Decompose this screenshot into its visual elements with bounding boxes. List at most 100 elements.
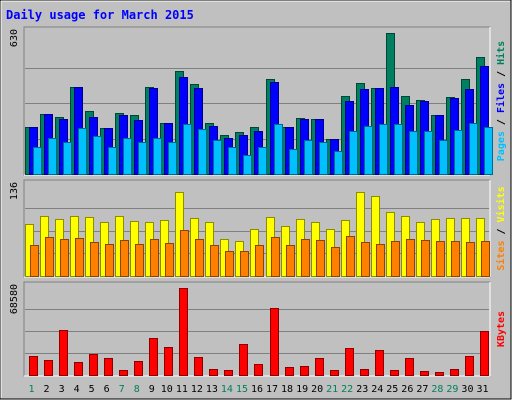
x-tick-label: 23: [356, 384, 368, 395]
bar: [289, 149, 298, 175]
bar: [409, 131, 418, 175]
x-tick-label: 2: [44, 384, 50, 395]
bar: [484, 127, 493, 175]
bar: [424, 131, 433, 175]
bar: [375, 350, 384, 376]
x-tick-label: 18: [281, 384, 293, 395]
x-tick-label: 15: [236, 384, 248, 395]
series-sites: [30, 230, 490, 277]
x-tick-label: 11: [176, 384, 188, 395]
bar: [45, 237, 54, 277]
bar: [89, 354, 98, 376]
bar: [240, 251, 249, 277]
x-tick-label: 12: [191, 384, 203, 395]
bar: [405, 358, 414, 376]
bar: [44, 360, 53, 376]
bar: [436, 241, 445, 277]
bar: [349, 131, 358, 175]
bar: [319, 142, 328, 175]
bar: [149, 338, 158, 376]
bar: [421, 240, 430, 277]
bar: [74, 362, 83, 376]
x-tick-label: 7: [119, 384, 125, 395]
bar: [243, 155, 252, 175]
bar: [135, 244, 144, 277]
x-tick-label: 10: [161, 384, 173, 395]
x-tick-label: 27: [416, 384, 428, 395]
bar: [48, 138, 57, 175]
bar: [301, 239, 310, 277]
bar: [63, 142, 72, 175]
bar: [360, 369, 369, 376]
series-visits: [25, 192, 485, 277]
bar: [179, 288, 188, 376]
x-tick-label: 13: [206, 384, 218, 395]
bar: [286, 245, 295, 277]
legend-separator: /: [496, 222, 507, 240]
bar: [466, 242, 475, 277]
bar: [316, 240, 325, 277]
x-tick-label: 31: [476, 384, 488, 395]
legend-item: Sites: [495, 241, 507, 271]
bar: [195, 239, 204, 277]
bar: [406, 239, 415, 277]
bar: [379, 124, 388, 175]
legend-item: Files: [495, 83, 507, 113]
x-tick-label: 16: [251, 384, 263, 395]
x-tick-label: 24: [371, 384, 383, 395]
bar: [165, 243, 174, 277]
legend-item: Hits: [495, 41, 507, 65]
bar: [481, 241, 490, 277]
bar: [304, 140, 313, 175]
bar: [60, 239, 69, 277]
legend-item: Pages: [496, 131, 507, 161]
bar: [394, 124, 403, 175]
x-tick-label: 9: [149, 384, 155, 395]
bar: [391, 241, 400, 277]
bar: [255, 245, 264, 277]
bar: [364, 126, 373, 175]
legend-hits-files-pages: Pages / Files / Hits: [495, 41, 507, 161]
bar: [29, 356, 38, 376]
bar: [153, 138, 162, 175]
bar: [300, 366, 309, 376]
bar: [93, 136, 102, 175]
x-tick-label: 4: [74, 384, 80, 395]
chart-title: Daily usage for March 2015: [6, 8, 194, 22]
bar: [469, 123, 478, 175]
x-tick-label: 1: [29, 384, 35, 395]
bar: [210, 245, 219, 277]
x-tick-label: 21: [326, 384, 338, 395]
bar: [138, 142, 147, 175]
bar: [228, 147, 237, 175]
bar: [334, 151, 343, 175]
y-top-label: 630: [9, 29, 20, 47]
bar: [274, 124, 283, 175]
bar: [258, 147, 267, 175]
bar: [224, 370, 233, 376]
bar: [454, 130, 463, 175]
legend-separator: /: [496, 113, 507, 131]
x-tick-label: 22: [341, 384, 353, 395]
bar: [435, 372, 444, 376]
panel-visits-sites: 136 Sites / Visits: [9, 179, 507, 278]
series-kbytes: [29, 288, 489, 376]
bar: [330, 370, 339, 376]
panel-kbytes: 68580 KBytes: [9, 281, 507, 377]
panel-hits-files-pages: 630 Pages / Files / Hits: [9, 26, 507, 176]
legend-separator: /: [496, 65, 507, 83]
bar: [254, 364, 263, 376]
bar: [33, 147, 42, 175]
bar: [75, 238, 84, 277]
bar: [150, 239, 159, 277]
x-tick-label: 6: [104, 384, 110, 395]
y-top-label: 68580: [9, 284, 20, 314]
bar: [356, 192, 365, 277]
bar: [451, 241, 460, 277]
bar: [420, 371, 429, 376]
x-tick-label: 17: [266, 384, 278, 395]
x-tick-label: 3: [59, 384, 65, 395]
bar: [30, 245, 39, 277]
bar: [225, 251, 234, 277]
